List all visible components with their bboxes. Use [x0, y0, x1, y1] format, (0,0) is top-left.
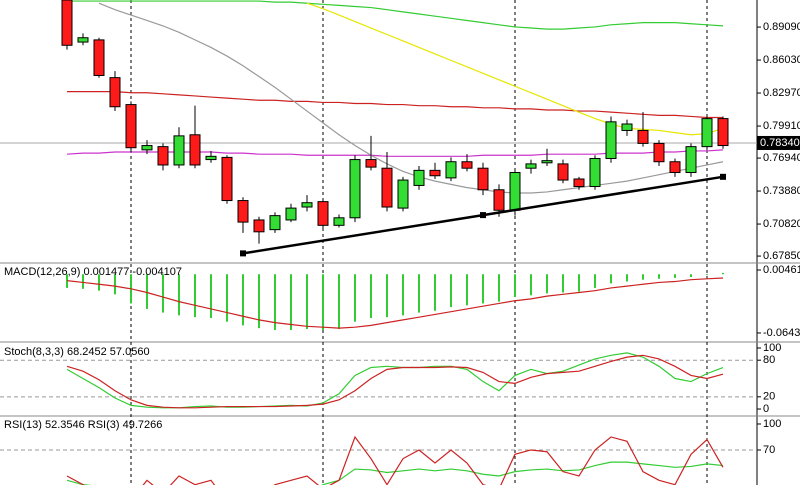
candle-body — [381, 167, 393, 208]
candle-body — [573, 178, 585, 188]
y-tick-label: 0.86030 — [763, 54, 800, 66]
indicator-label: Stoch(8,3,3) 68.2452 57.0560 — [4, 346, 150, 358]
candle-body — [189, 134, 201, 166]
indicator-line — [66, 354, 724, 409]
trendline-anchor — [240, 250, 246, 257]
panel — [0, 0, 757, 257]
candle-body — [589, 157, 601, 188]
indicator-line — [306, 2, 724, 136]
panel — [0, 352, 757, 409]
y-tick-label: 100 — [763, 418, 781, 430]
candle-body — [557, 163, 569, 181]
candle-body — [461, 161, 473, 169]
candle-body — [365, 159, 377, 168]
indicator-line — [67, 91, 723, 119]
candle-body — [525, 163, 537, 169]
y-tick-label: 0.82970 — [763, 87, 800, 99]
candle-body — [717, 118, 729, 147]
panel — [66, 272, 724, 330]
indicator-line — [66, 435, 724, 485]
y-tick-label: 0.89090 — [763, 21, 800, 33]
candle-body — [413, 169, 425, 186]
candle-body — [445, 161, 457, 179]
y-tick-label: 0.70820 — [763, 218, 800, 230]
candle-body — [221, 156, 233, 202]
trendline-anchor — [720, 173, 726, 180]
candle-body — [349, 159, 361, 219]
y-tick-label: 0 — [763, 403, 769, 415]
candle-body — [93, 39, 105, 76]
indicator-line — [67, 0, 724, 30]
candle-body — [125, 104, 137, 149]
candle-body — [157, 146, 169, 166]
candle-body — [77, 37, 89, 43]
y-tick-label: 70 — [763, 444, 775, 456]
candle-body — [205, 155, 217, 161]
candle-body — [669, 161, 681, 174]
trendline-anchor — [480, 212, 486, 219]
y-tick-label: 20 — [763, 391, 775, 403]
candle-body — [333, 217, 345, 226]
candle-body — [637, 129, 649, 144]
current-price-label: 0.78340 — [760, 137, 800, 149]
y-tick-label: 0.67850 — [763, 250, 800, 262]
indicator-label: MACD(12,26,9) 0.001477 -0.004107 — [4, 266, 182, 278]
candle-body — [653, 142, 665, 163]
y-tick-label: 0.00461 — [763, 264, 800, 276]
candle-body — [173, 135, 185, 166]
y-tick-label: 0.73880 — [763, 185, 800, 197]
candle-body — [301, 202, 313, 208]
candle-body — [685, 146, 697, 174]
y-tick-label: 80 — [763, 354, 775, 366]
candle-body — [429, 169, 441, 177]
current-price-box — [757, 135, 800, 150]
candle-body — [269, 215, 281, 231]
panel — [0, 435, 757, 485]
candle-body — [541, 160, 553, 164]
candle-body — [237, 200, 249, 223]
y-tick-label: 0.76940 — [763, 152, 800, 164]
indicator-line — [98, 2, 724, 194]
candle-body — [621, 123, 633, 131]
indicator-label: RSI(13) 52.3546 RSI(3) 49.7266 — [4, 419, 162, 431]
candle-body — [253, 219, 265, 233]
candle-body — [509, 172, 521, 211]
candle-body — [317, 201, 329, 226]
candle-body — [701, 118, 713, 148]
candle-body — [477, 167, 489, 191]
candle-body — [61, 0, 73, 46]
indicator-line — [66, 277, 724, 329]
candle-body — [397, 179, 409, 209]
candle-body — [141, 145, 153, 151]
y-tick-label: 0.79910 — [763, 120, 800, 132]
candle-body — [285, 207, 297, 221]
candle-body — [605, 121, 617, 159]
candle-body — [493, 189, 505, 211]
y-tick-label: -0.064309 — [763, 327, 800, 339]
candle-body — [109, 77, 121, 108]
y-tick-label: 100 — [763, 342, 781, 354]
